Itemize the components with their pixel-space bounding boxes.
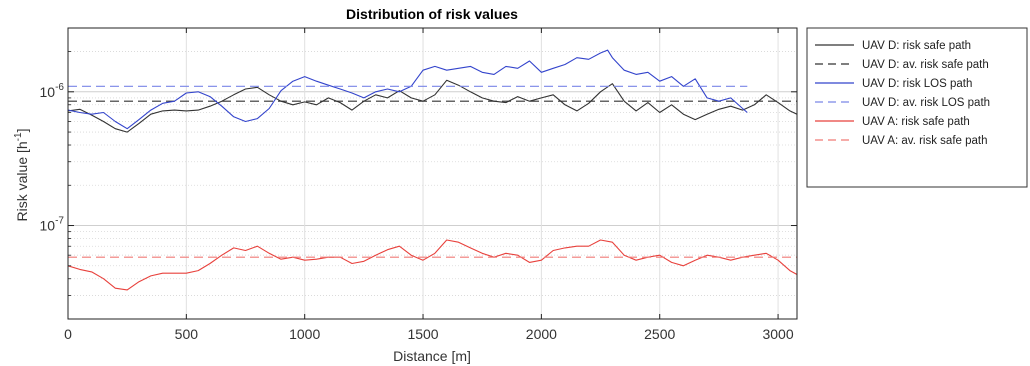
y-axis-label-close: ]	[14, 129, 30, 133]
legend: UAV D: risk safe path UAV D: av. risk saf…	[806, 27, 1028, 188]
y-tick-label: 10-7	[40, 216, 65, 234]
x-tick-label: 1000	[289, 326, 320, 342]
x-tick-label: 1500	[407, 326, 438, 342]
series-line-1	[67, 79, 798, 133]
plot-area	[68, 28, 797, 319]
x-tick-label: 2000	[526, 326, 557, 342]
y-axis-label-exp: -1	[13, 132, 24, 141]
x-axis-ticks: 0 500 1000 1500 2000 2500 3000	[64, 28, 794, 342]
y-axis-label-main: Risk value [h	[14, 141, 30, 221]
legend-label-6: UAV A: av. risk safe path	[862, 135, 988, 147]
x-tick-label: 2500	[644, 326, 675, 342]
x-axis-label: Distance [m]	[393, 348, 471, 364]
legend-box	[806, 27, 1028, 188]
y-axis-label: Risk value [h-1]	[13, 129, 30, 222]
y-tick-label: 10-6	[40, 82, 65, 100]
y-axis-ticks: 10-7 10-6	[40, 51, 797, 296]
plot-frame	[67, 27, 798, 320]
legend-label-1: UAV D: risk safe path	[862, 40, 971, 52]
x-tick-label: 500	[175, 326, 199, 342]
x-tick-label: 3000	[762, 326, 793, 342]
legend-label-2: UAV D: av. risk safe path	[862, 59, 989, 71]
series-line-3	[67, 49, 748, 130]
series-line-5	[67, 239, 798, 291]
x-tick-label: 0	[64, 326, 72, 342]
legend-label-4: UAV D: av. risk LOS path	[862, 97, 990, 109]
chart-title: Distribution of risk values	[346, 6, 518, 22]
legend-label-3: UAV D: risk LOS path	[862, 78, 972, 90]
series-layer	[67, 49, 798, 291]
legend-label-5: UAV A: risk safe path	[862, 116, 970, 128]
